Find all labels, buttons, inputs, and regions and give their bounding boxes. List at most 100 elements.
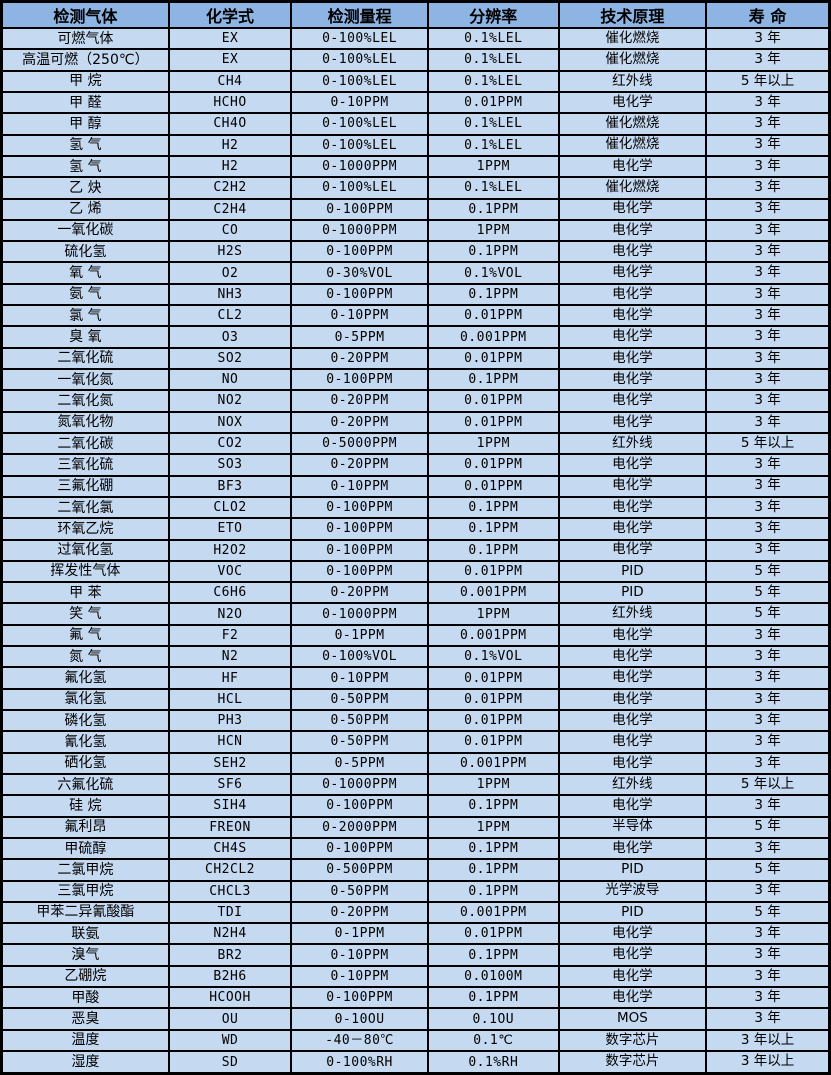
cell-resolution: 0.1PPM <box>426 240 560 264</box>
cell-gas: 甲 醇 <box>0 112 170 136</box>
table-row: 氰化氢 HCN 0-50PPM 0.01PPM 电化学 3 年 <box>0 730 831 754</box>
cell-gas: 一氧化氮 <box>0 367 170 392</box>
cell-range: 0-50PPM <box>290 879 429 903</box>
cell-gas: 硒化氢 <box>0 751 170 775</box>
cell-range: 0-50PPM <box>290 708 429 733</box>
cell-lifespan: 3 年 <box>705 176 831 200</box>
cell-range: 0-100%LEL <box>290 176 429 200</box>
cell-gas: 挥发性气体 <box>0 559 170 584</box>
cell-gas: 可燃气体 <box>0 26 170 51</box>
cell-principle: 电化学 <box>557 367 708 392</box>
cell-lifespan: 3 年 <box>705 48 831 72</box>
cell-lifespan: 5 年以上 <box>705 69 831 93</box>
column-header-formula: 化学式 <box>167 0 293 29</box>
cell-lifespan: 3 年 <box>705 367 831 392</box>
cell-range: 0-100PPM <box>290 538 429 562</box>
table-row: 氢 气 H2 0-1000PPM 1PPM 电化学 3 年 <box>0 154 831 179</box>
table-row: 六氟化硫 SF6 0-1000PPM 1PPM 红外线 5 年以上 <box>0 772 831 797</box>
cell-formula: O2 <box>167 261 293 285</box>
cell-resolution: 0.001PPM <box>426 325 560 349</box>
table-row: 氯化氢 HCL 0-50PPM 0.01PPM 电化学 3 年 <box>0 687 831 712</box>
cell-principle: PID <box>557 581 708 605</box>
cell-range: 0-500PPM <box>290 858 429 882</box>
table-row: 二氧化硫 SO2 0-20PPM 0.01PPM 电化学 3 年 <box>0 346 831 371</box>
cell-gas: 甲酸 <box>0 986 170 1010</box>
cell-gas: 氟利昂 <box>0 815 170 839</box>
cell-resolution: 0.1%LEL <box>426 176 560 200</box>
table-row: 温度 WD -40－80℃ 0.1℃ 数字芯片 3 年以上 <box>0 1028 831 1053</box>
table-row: 乙 炔 C2H2 0-100%LEL 0.1%LEL 催化燃烧 3 年 <box>0 176 831 200</box>
cell-principle: 电化学 <box>557 538 708 562</box>
cell-formula: C2H4 <box>167 197 293 221</box>
table-row: 氟 气 F2 0-1PPM 0.001PPM 电化学 3 年 <box>0 623 831 648</box>
cell-formula: CO <box>167 218 293 243</box>
cell-resolution: 0.01PPM <box>426 666 560 690</box>
table-row: 溴气 BR2 0-10PPM 0.1PPM 电化学 3 年 <box>0 943 831 967</box>
cell-principle: 电化学 <box>557 90 708 115</box>
cell-formula: NH3 <box>167 282 293 307</box>
cell-resolution: 1PPM <box>426 431 560 456</box>
cell-lifespan: 3 年 <box>705 154 831 179</box>
cell-resolution: 0.01PPM <box>426 730 560 754</box>
cell-gas: 氟化氢 <box>0 666 170 690</box>
cell-range: -40－80℃ <box>290 1028 429 1053</box>
table-row: 过氧化氢 H2O2 0-100PPM 0.1PPM 电化学 3 年 <box>0 538 831 562</box>
cell-lifespan: 3 年 <box>705 687 831 712</box>
cell-principle: 电化学 <box>557 453 708 477</box>
cell-lifespan: 3 年以上 <box>705 1050 831 1075</box>
table-row: 二氧化氮 NO2 0-20PPM 0.01PPM 电化学 3 年 <box>0 389 831 413</box>
cell-resolution: 0.01PPM <box>426 389 560 413</box>
cell-resolution: 0.01PPM <box>426 90 560 115</box>
cell-principle: 光学波导 <box>557 879 708 903</box>
cell-resolution: 0.001PPM <box>426 751 560 775</box>
cell-resolution: 0.1PPM <box>426 367 560 392</box>
cell-lifespan: 3 年 <box>705 794 831 818</box>
cell-gas: 甲 醛 <box>0 90 170 115</box>
cell-range: 0-1000PPM <box>290 602 429 626</box>
cell-range: 0-100PPM <box>290 794 429 818</box>
cell-gas: 氮 气 <box>0 645 170 669</box>
table-row: 高温可燃（250℃） EX 0-100%LEL 0.1%LEL 催化燃烧 3 年 <box>0 48 831 72</box>
cell-range: 0-10OU <box>290 1007 429 1031</box>
cell-principle: 红外线 <box>557 431 708 456</box>
cell-principle: 催化燃烧 <box>557 133 708 157</box>
cell-principle: 催化燃烧 <box>557 176 708 200</box>
cell-gas: 三氧化硫 <box>0 453 170 477</box>
cell-principle: 电化学 <box>557 666 708 690</box>
cell-formula: O3 <box>167 325 293 349</box>
table-row: 硒化氢 SEH2 0-5PPM 0.001PPM 电化学 3 年 <box>0 751 831 775</box>
column-header-principle: 技术原理 <box>557 0 708 29</box>
cell-gas: 二氧化硫 <box>0 346 170 371</box>
cell-lifespan: 3 年以上 <box>705 1028 831 1053</box>
table-row: 三氧化硫 SO3 0-20PPM 0.01PPM 电化学 3 年 <box>0 453 831 477</box>
cell-lifespan: 5 年 <box>705 858 831 882</box>
cell-range: 0-100%VOL <box>290 645 429 669</box>
table-row: 氧 气 O2 0-30%VOL 0.1%VOL 电化学 3 年 <box>0 261 831 285</box>
cell-principle: 电化学 <box>557 623 708 648</box>
header-row: 检测气体 化学式 检测量程 分辨率 技术原理 寿 命 <box>0 0 831 29</box>
cell-resolution: 0.1OU <box>426 1007 560 1031</box>
cell-resolution: 0.001PPM <box>426 581 560 605</box>
cell-gas: 甲硫醇 <box>0 836 170 861</box>
table-body: 可燃气体 EX 0-100%LEL 0.1%LEL 催化燃烧 3 年高温可燃（250℃） E… <box>0 26 831 1075</box>
cell-lifespan: 3 年 <box>705 197 831 221</box>
cell-range: 0-100%LEL <box>290 133 429 157</box>
cell-principle: 红外线 <box>557 69 708 93</box>
cell-principle: 电化学 <box>557 751 708 775</box>
cell-resolution: 1PPM <box>426 815 560 839</box>
cell-lifespan: 3 年 <box>705 623 831 648</box>
cell-gas: 过氧化氢 <box>0 538 170 562</box>
cell-formula: F2 <box>167 623 293 648</box>
table-row: 氮 气 N2 0-100%VOL 0.1%VOL 电化学 3 年 <box>0 645 831 669</box>
table-row: 氨 气 NH3 0-100PPM 0.1PPM 电化学 3 年 <box>0 282 831 307</box>
cell-resolution: 0.1PPM <box>426 517 560 541</box>
table-row: 二氯甲烷 CH2CL2 0-500PPM 0.1PPM PID 5 年 <box>0 858 831 882</box>
cell-principle: 红外线 <box>557 602 708 626</box>
cell-principle: 电化学 <box>557 708 708 733</box>
table-row: 三氯甲烷 CHCL3 0-50PPM 0.1PPM 光学波导 3 年 <box>0 879 831 903</box>
cell-formula: CHCL3 <box>167 879 293 903</box>
cell-formula: EX <box>167 26 293 51</box>
cell-resolution: 0.1PPM <box>426 538 560 562</box>
cell-lifespan: 5 年 <box>705 559 831 584</box>
cell-resolution: 1PPM <box>426 772 560 797</box>
